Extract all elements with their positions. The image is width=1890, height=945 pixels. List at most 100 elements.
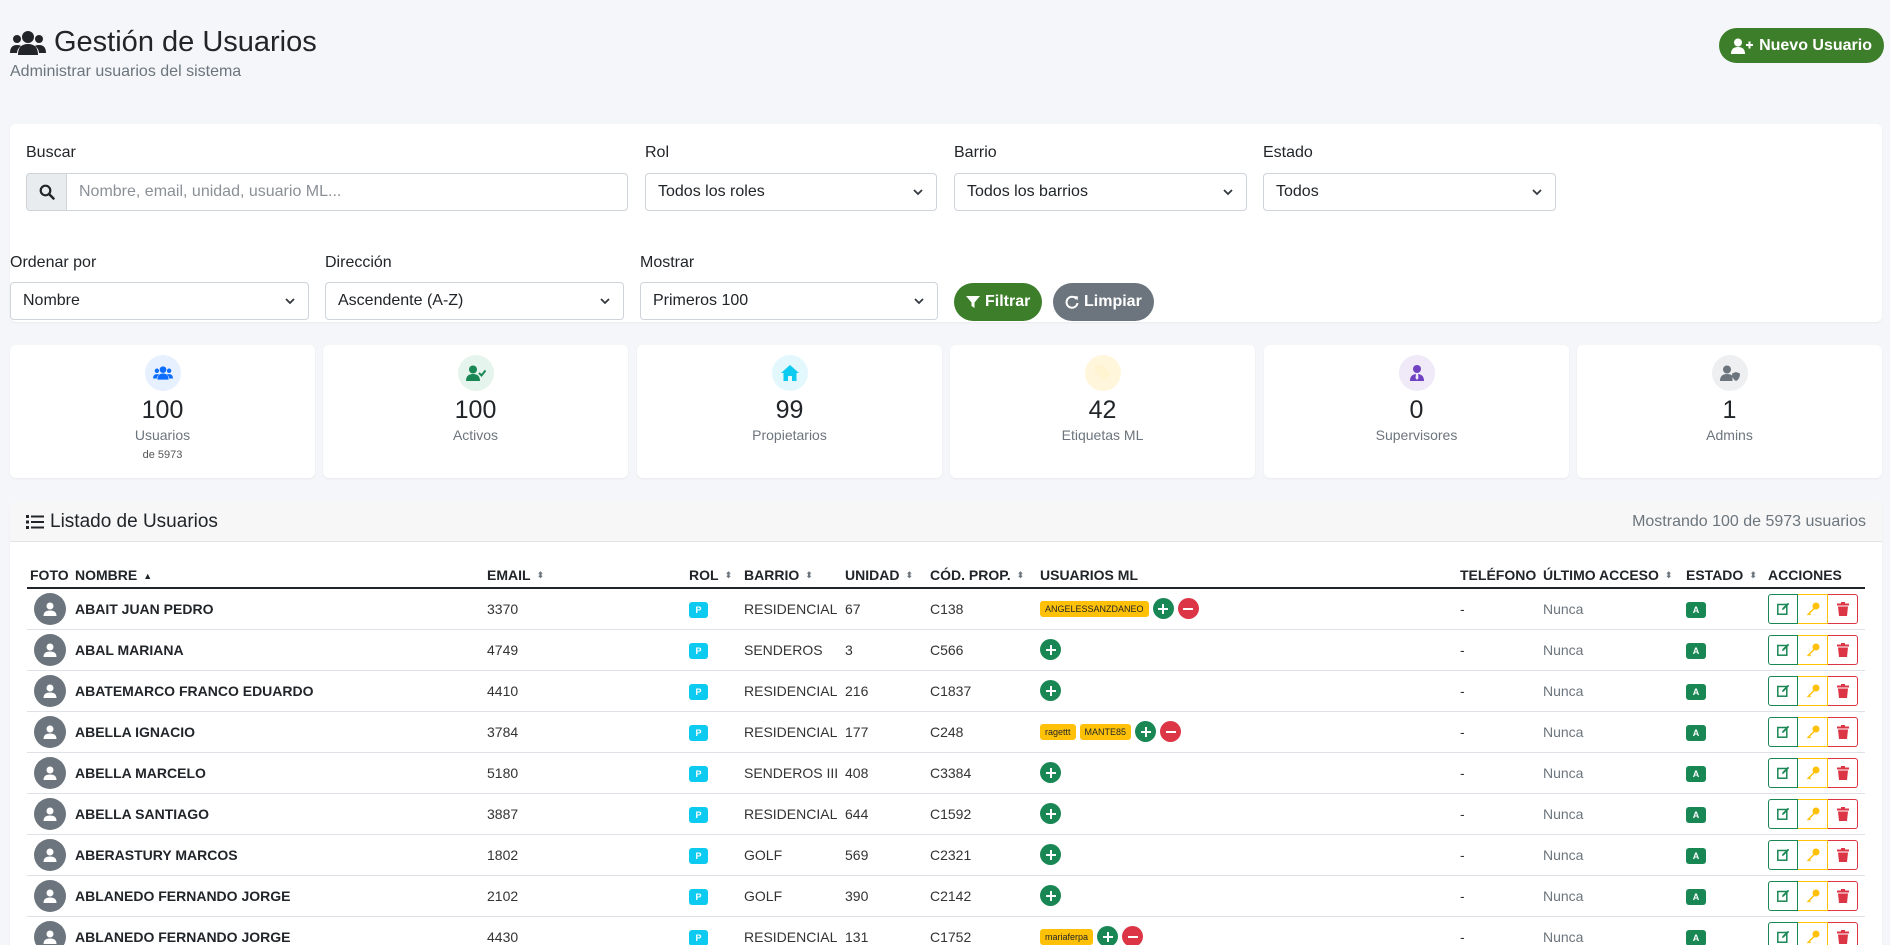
reset-password-button[interactable] (1798, 593, 1828, 624)
table-title: Listado de Usuarios (26, 511, 218, 533)
edit-button[interactable] (1768, 716, 1798, 747)
users-table: FOTO NOMBRE ▲ EMAIL ⬍ ROL ⬍ BARRIO ⬍ UNIDAD ⬍… (27, 562, 1865, 945)
direction-select[interactable]: Ascendente (A-Z) (325, 282, 624, 320)
remove-ml-user-button[interactable] (1177, 598, 1199, 620)
table-row: ABELLA SANTIAGO 3887 P RESIDENCIAL 644 C1592 -… (27, 793, 1865, 835)
col-header-ultimo-acceso[interactable]: ÚLTIMO ACCESO ⬍ (1540, 562, 1683, 589)
trash-icon (1836, 847, 1849, 862)
show-select[interactable]: Primeros 100 (640, 282, 938, 320)
order-select[interactable]: Nombre (10, 282, 309, 320)
minus-icon (1165, 730, 1176, 733)
edit-button[interactable] (1768, 593, 1798, 624)
add-ml-user-button[interactable] (1040, 844, 1061, 865)
cell-foto (27, 834, 72, 876)
filter-card: Buscar Nombre, email, unidad, usuario ML… (10, 124, 1882, 322)
sort-icon: ⬍ (536, 570, 545, 581)
key-icon (1806, 766, 1819, 779)
add-ml-user-button[interactable] (1152, 598, 1174, 620)
edit-button[interactable] (1768, 675, 1798, 706)
role-select[interactable]: Todos los roles (645, 173, 937, 211)
delete-button[interactable] (1828, 921, 1858, 945)
row-actions (1768, 593, 1862, 624)
filter-button[interactable]: Filtrar (954, 283, 1043, 321)
table-row: ABERASTURY MARCOS 1802 P GOLF 569 C2321 - Nunca… (27, 834, 1865, 876)
delete-button[interactable] (1828, 880, 1858, 911)
col-header-email[interactable]: EMAIL ⬍ (484, 562, 686, 589)
user-icon (43, 889, 57, 903)
status-badge: A (1686, 601, 1706, 618)
remove-ml-user-button[interactable] (1122, 926, 1144, 945)
filter-button-label: Filtrar (985, 293, 1031, 310)
col-header-barrio[interactable]: BARRIO ⬍ (741, 562, 842, 589)
cell-unidad: 67 (842, 588, 927, 630)
row-actions (1768, 716, 1862, 747)
sort-icon: ⬍ (724, 570, 733, 581)
row-actions (1768, 675, 1862, 706)
add-ml-user-button[interactable] (1135, 721, 1157, 742)
reset-password-button[interactable] (1798, 757, 1828, 788)
col-header-cod-prop[interactable]: CÓD. PROP. ⬍ (927, 562, 1037, 589)
cell-unidad: 408 (842, 752, 927, 794)
delete-button[interactable] (1828, 839, 1858, 870)
delete-button[interactable] (1828, 798, 1858, 829)
col-header-label: CÓD. PROP. (930, 566, 1011, 583)
reset-password-button[interactable] (1798, 675, 1828, 706)
cell-rol: P (686, 670, 741, 712)
cell-email: 1802 (484, 834, 686, 876)
edit-button[interactable] (1768, 634, 1798, 665)
delete-button[interactable] (1828, 675, 1858, 706)
cell-estado: A (1683, 670, 1765, 712)
col-header-nombre[interactable]: NOMBRE ▲ (72, 562, 484, 589)
clear-button[interactable]: Limpiar (1053, 283, 1154, 321)
barrio-select[interactable]: Todos los barrios (954, 173, 1247, 211)
add-ml-user-button[interactable] (1040, 762, 1061, 783)
reset-password-button[interactable] (1798, 880, 1828, 911)
edit-button[interactable] (1768, 921, 1798, 945)
avatar (34, 592, 66, 625)
state-select[interactable]: Todos (1263, 173, 1556, 211)
delete-button[interactable] (1828, 716, 1858, 747)
col-header-estado[interactable]: ESTADO ⬍ (1683, 562, 1765, 589)
delete-button[interactable] (1828, 634, 1858, 665)
edit-button[interactable] (1768, 880, 1798, 911)
reset-password-button[interactable] (1798, 634, 1828, 665)
chevron-down-icon (600, 298, 610, 305)
add-ml-user-button[interactable] (1040, 680, 1061, 701)
cell-ultimo-acceso: Nunca (1540, 711, 1683, 753)
table-row: ABAL MARIANA 4749 P SENDEROS 3 C566 - Nunca A (27, 629, 1865, 671)
ml-users-group (1040, 885, 1454, 906)
cell-estado: A (1683, 629, 1765, 671)
refresh-icon (1065, 295, 1079, 309)
stat-card-ml-tags: 42 Etiquetas ML (950, 345, 1255, 478)
cell-telefono: - (1457, 793, 1540, 835)
new-user-label: Nuevo Usuario (1759, 36, 1872, 54)
cell-foto (27, 793, 72, 835)
remove-ml-user-button[interactable] (1160, 721, 1182, 742)
col-header-rol[interactable]: ROL ⬍ (686, 562, 741, 589)
role-select-value: Todos los roles (658, 183, 765, 200)
search-input[interactable]: Nombre, email, unidad, usuario ML... (66, 173, 628, 211)
reset-password-button[interactable] (1798, 921, 1828, 945)
col-header-unidad[interactable]: UNIDAD ⬍ (842, 562, 927, 589)
reset-password-button[interactable] (1798, 798, 1828, 829)
add-ml-user-button[interactable] (1040, 803, 1061, 824)
cell-cod-prop: C2321 (927, 834, 1037, 876)
new-user-button[interactable]: Nuevo Usuario (1719, 28, 1884, 63)
delete-button[interactable] (1828, 593, 1858, 624)
reset-password-button[interactable] (1798, 716, 1828, 747)
delete-button[interactable] (1828, 757, 1858, 788)
col-header-label: UNIDAD (845, 566, 900, 583)
cell-unidad: 3 (842, 629, 927, 671)
table-title-text: Listado de Usuarios (50, 510, 218, 532)
edit-button[interactable] (1768, 839, 1798, 870)
add-ml-user-button[interactable] (1040, 639, 1061, 660)
user-icon (43, 684, 57, 698)
search-group: Nombre, email, unidad, usuario ML... (26, 173, 628, 211)
reset-password-button[interactable] (1798, 839, 1828, 870)
cell-nombre: ABLANEDO FERNANDO JORGE (72, 875, 484, 917)
add-ml-user-button[interactable] (1097, 926, 1119, 945)
add-ml-user-button[interactable] (1040, 885, 1061, 906)
edit-button[interactable] (1768, 798, 1798, 829)
status-badge: A (1686, 724, 1706, 741)
edit-button[interactable] (1768, 757, 1798, 788)
